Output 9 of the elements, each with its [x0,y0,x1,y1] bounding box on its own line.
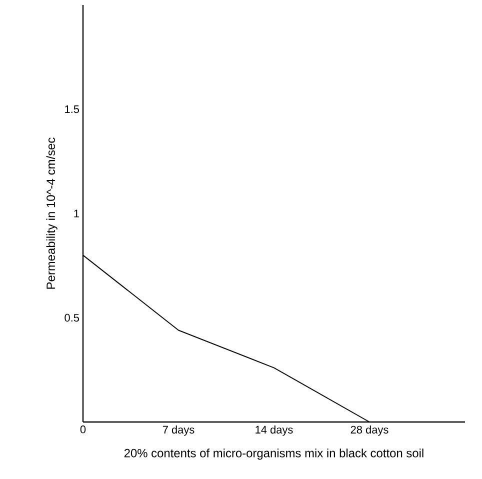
x-tick-label: 14 days [256,426,293,436]
y-axis-title: Permeability in 10^-4 cm/sec [46,138,58,289]
y-tick-label: 1 [74,210,79,218]
x-tick-label: 28 days [350,426,388,436]
y-tick-label: 1.5 [65,105,80,114]
x-axis-title: 20% contents of micro-organisms mix in black cotton soil [124,448,424,460]
x-tick-label: 0 [80,426,86,434]
y-tick-label: 0.5 [64,314,80,322]
x-tick-label: 7 days [162,426,194,436]
